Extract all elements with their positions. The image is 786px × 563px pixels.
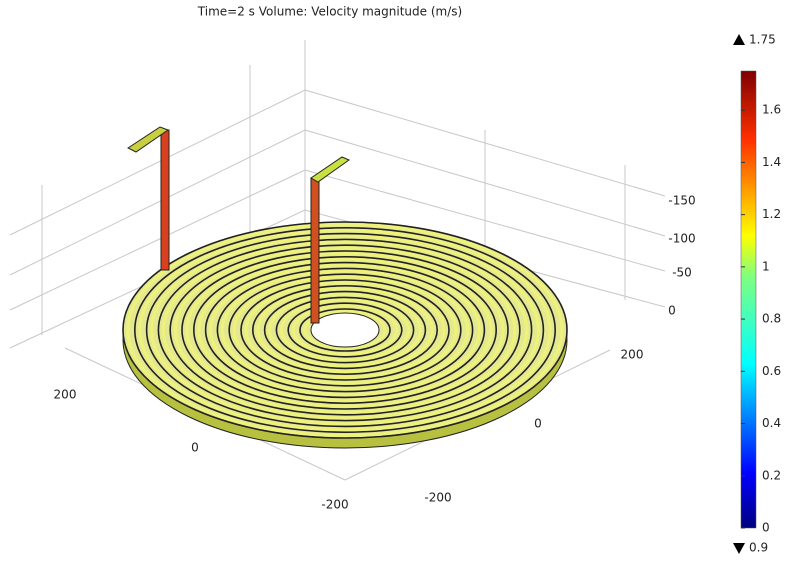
colorbar-min: 0.9 xyxy=(749,541,768,555)
coil-hole xyxy=(311,313,379,347)
y-tick-label: 200 xyxy=(621,348,644,362)
colorbar-tick-label: 0 xyxy=(762,521,770,535)
colorbar-max: 1.75 xyxy=(749,33,776,47)
min-marker xyxy=(733,543,745,554)
colorbar-tick-label: 1 xyxy=(762,259,770,273)
colorbar-tick-label: 1.2 xyxy=(762,207,781,221)
x-tick-label: -200 xyxy=(321,498,348,512)
y-tick-label: -200 xyxy=(424,491,451,505)
x-tick-label: 200 xyxy=(54,388,77,402)
max-marker xyxy=(733,34,745,45)
y-tick-label: 0 xyxy=(534,417,542,431)
plot-title: Time=2 s Volume: Velocity magnitude (m/s… xyxy=(197,5,462,19)
z-tick-label: 0 xyxy=(668,304,676,318)
x-tick-label: 0 xyxy=(191,441,199,455)
z-tick-label: -100 xyxy=(668,232,695,246)
z-tick-label: -50 xyxy=(672,266,692,280)
colorbar xyxy=(741,71,756,528)
colorbar-tick-label: 1.6 xyxy=(762,103,781,117)
colorbar-tick-label: 0.2 xyxy=(762,468,781,482)
pipe-left xyxy=(128,127,169,270)
spiral-coil xyxy=(123,222,567,448)
plot: Time=2 s Volume: Velocity magnitude (m/s… xyxy=(0,0,786,559)
colorbar-tick-label: 0.6 xyxy=(762,364,781,378)
colorbar-tick-label: 0.8 xyxy=(762,312,781,326)
z-tick-label: -150 xyxy=(668,194,695,208)
colorbar-tick-label: 1.4 xyxy=(762,155,781,169)
colorbar-tick-label: 0.4 xyxy=(762,416,781,430)
